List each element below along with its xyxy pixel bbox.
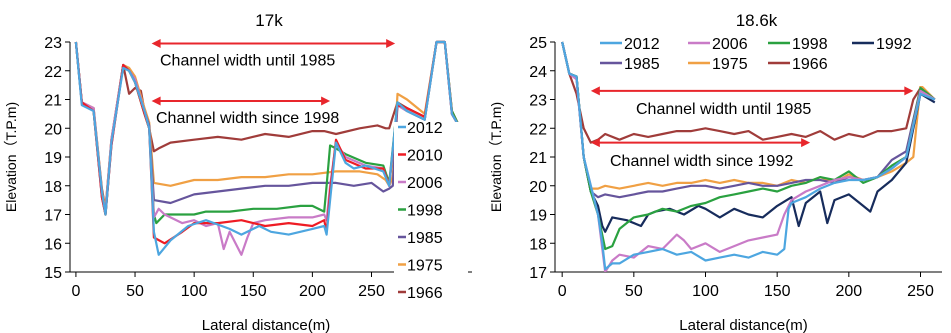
annotation-label: Channel width until 1985 xyxy=(636,101,811,118)
legend-label: 1966 xyxy=(407,285,443,302)
x-axis-label: Lateral distance(m) xyxy=(679,317,807,333)
legend-label: 1992 xyxy=(876,36,912,53)
y-tick-label: 21 xyxy=(44,93,62,110)
x-tick-label: 250 xyxy=(358,283,385,300)
x-tick-label: 100 xyxy=(181,283,208,300)
y-tick-label: 17 xyxy=(529,265,547,282)
y-tick-label: 18 xyxy=(44,179,62,196)
annotation-arrowhead-left xyxy=(590,138,600,148)
chart-title: 17k xyxy=(255,11,283,30)
annotation-arrowhead-left xyxy=(151,38,161,48)
y-tick-label: 20 xyxy=(44,121,62,138)
y-tick-label: 22 xyxy=(44,64,62,81)
legend-label: 1998 xyxy=(407,203,443,220)
x-tick-label: 100 xyxy=(692,283,719,300)
legend-label: 1975 xyxy=(712,56,748,73)
annotation-label: Channel width until 1985 xyxy=(160,52,335,69)
y-tick-label: 19 xyxy=(529,208,547,225)
annotation-arrowhead-right xyxy=(904,86,914,96)
y-tick-label: 23 xyxy=(529,93,547,110)
legend-label: 2006 xyxy=(407,175,443,192)
legend-bg xyxy=(598,38,936,86)
x-tick-label: 200 xyxy=(835,283,862,300)
x-tick-label: 0 xyxy=(71,283,80,300)
annotation-arrowhead-right xyxy=(321,96,331,106)
chart-title: 18.6k xyxy=(736,11,778,30)
y-tick-label: 23 xyxy=(44,35,62,52)
series-line-1992 xyxy=(561,41,936,233)
annotation-label-bg xyxy=(607,149,797,171)
legend: 2012 2010 2006 1998 1985 1975 1966 xyxy=(394,120,468,311)
y-tick-label: 17 xyxy=(44,208,62,225)
legend-label: 1975 xyxy=(407,258,443,275)
x-tick-label: 250 xyxy=(907,283,934,300)
y-tick-label: 22 xyxy=(529,121,547,138)
y-tick-label: 24 xyxy=(529,64,547,81)
y-axis-label: Elevation（T.P.m) xyxy=(3,102,19,212)
legend-label: 2012 xyxy=(407,120,443,137)
annotation-arrowhead-left xyxy=(590,86,600,96)
x-tick-label: 50 xyxy=(126,283,144,300)
annotation-label-bg xyxy=(153,106,343,128)
legend-label: 1985 xyxy=(624,56,660,73)
annotation-label: Channel width since 1998 xyxy=(156,110,339,127)
y-tick-label: 20 xyxy=(529,179,547,196)
y-tick-label: 16 xyxy=(44,236,62,253)
y-tick-label: 18 xyxy=(529,236,547,253)
legend: 2012 2006 1998 1992 1985 1975 1966 xyxy=(598,36,936,86)
y-tick-label: 15 xyxy=(44,265,62,282)
x-axis-label: Lateral distance(m) xyxy=(202,317,330,333)
annotation-label-bg xyxy=(633,98,815,120)
series-line-2012 xyxy=(561,41,936,271)
y-axis-label: Elevation（T.P.m) xyxy=(488,102,504,212)
annotation-arrowhead-right xyxy=(386,38,396,48)
x-tick-label: 0 xyxy=(558,283,567,300)
annotation-label-bg xyxy=(157,49,339,71)
legend-label: 2012 xyxy=(624,36,660,53)
legend-label: 1966 xyxy=(792,56,828,73)
chart-0: 17k151617181920212223050100150200250300L… xyxy=(3,11,472,333)
annotation-label: Channel width since 1992 xyxy=(610,153,793,170)
legend-bg xyxy=(394,122,468,311)
x-tick-label: 50 xyxy=(625,283,643,300)
annotation-arrowhead-left xyxy=(151,96,161,106)
x-tick-label: 200 xyxy=(299,283,326,300)
x-tick-label: 150 xyxy=(764,283,791,300)
legend-label: 2006 xyxy=(712,36,748,53)
x-tick-label: 150 xyxy=(240,283,267,300)
legend-label: 2010 xyxy=(407,148,443,165)
series-line-2012 xyxy=(74,40,462,256)
annotation-arrowhead-right xyxy=(801,138,811,148)
plot-area xyxy=(74,40,462,256)
y-tick-label: 19 xyxy=(44,150,62,167)
legend-label: 1985 xyxy=(407,230,443,247)
y-tick-label: 21 xyxy=(529,150,547,167)
plot-area xyxy=(561,41,936,272)
y-tick-label: 25 xyxy=(529,35,547,52)
legend-label: 1998 xyxy=(792,36,828,53)
